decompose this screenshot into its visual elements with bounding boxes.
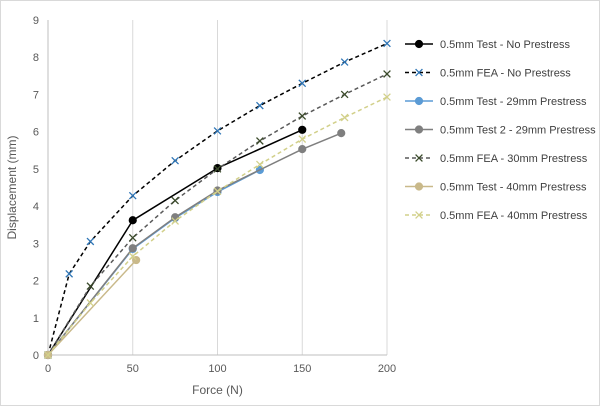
data-point	[256, 160, 264, 169]
legend-label: 0.5mm Test - No Prestress	[440, 39, 570, 51]
x-tick-labels: 0 50 100 150 200	[45, 363, 396, 375]
legend-label: 0.5mm Test - 40mm Prestress	[440, 182, 587, 194]
x-tick-label: 100	[208, 363, 226, 375]
data-point	[415, 211, 423, 219]
data-point	[298, 135, 307, 143]
legend-item: 0.5mm FEA - No Prestress	[405, 68, 571, 80]
data-point	[415, 68, 423, 77]
legend-label: 0.5mm FEA - No Prestress	[440, 68, 571, 80]
legend-item: 0.5mm FEA - 30mm Prestress	[405, 153, 588, 165]
y-tick-label: 6	[33, 127, 39, 139]
data-point	[414, 39, 424, 49]
data-point	[128, 233, 137, 242]
data-point	[65, 269, 74, 278]
legend-label: 0.5mm FEA - 40mm Prestress	[440, 210, 588, 222]
y-tick-label: 4	[33, 201, 39, 213]
data-point	[414, 182, 424, 191]
x-tick-label: 50	[127, 363, 139, 375]
data-point	[128, 252, 137, 261]
data-point	[171, 156, 179, 165]
data-point	[337, 129, 346, 138]
series-line	[47, 259, 137, 356]
data-point	[340, 58, 349, 66]
y-tick-labels: 0 1 2 3 4 5 6 7 8 9	[33, 15, 39, 362]
data-point	[213, 127, 222, 135]
data-point	[414, 96, 424, 106]
y-tick-label: 1	[33, 313, 39, 325]
data-point	[414, 125, 424, 134]
legend-item: 0.5mm Test - No Prestress	[405, 39, 570, 51]
data-point	[383, 39, 391, 48]
series-line	[47, 132, 342, 356]
data-point	[298, 112, 307, 120]
legend-item: 0.5mm Test 2 - 29mm Prestress	[405, 125, 596, 137]
data-point	[171, 217, 179, 225]
data-point	[128, 244, 137, 253]
data-point	[86, 282, 95, 290]
y-tick-label: 2	[33, 276, 39, 288]
legend-label: 0.5mm FEA - 30mm Prestress	[440, 153, 588, 165]
data-point	[256, 137, 264, 145]
data-point	[128, 216, 137, 225]
legend-item: 0.5mm FEA - 40mm Prestress	[405, 210, 588, 222]
series-5	[44, 70, 391, 359]
data-point	[298, 79, 307, 88]
x-tick-label: 0	[45, 363, 51, 375]
series-line	[47, 169, 261, 356]
series-6	[43, 255, 141, 360]
data-point	[256, 101, 264, 110]
data-point	[298, 125, 307, 134]
legend-item: 0.5mm Test - 29mm Prestress	[405, 96, 587, 108]
legend-item: 0.5mm Test - 40mm Prestress	[405, 182, 587, 194]
x-tick-label: 200	[378, 363, 396, 375]
data-point	[86, 237, 95, 246]
gridlines	[132, 20, 388, 355]
data-point	[340, 113, 349, 122]
y-tick-label: 0	[33, 350, 39, 362]
data-point	[415, 154, 423, 162]
data-point	[383, 93, 391, 101]
y-tick-label: 3	[33, 238, 39, 250]
data-point	[171, 213, 180, 222]
series-7	[44, 93, 391, 359]
data-point	[298, 145, 307, 154]
y-tick-label: 5	[33, 164, 39, 176]
data-point	[171, 196, 179, 205]
data-point	[213, 165, 222, 173]
legend-label: 0.5mm Test - 29mm Prestress	[440, 96, 587, 108]
axes	[47, 20, 387, 356]
x-axis-title: Force (N)	[192, 383, 243, 397]
data-point	[128, 191, 137, 200]
legend: 0.5mm Test - No Prestress 0.5mm FEA - No …	[405, 39, 596, 222]
data-point	[383, 70, 391, 78]
x-tick-label: 150	[293, 363, 311, 375]
data-point	[213, 187, 222, 196]
y-tick-label: 7	[33, 89, 39, 101]
y-axis-title: Displacement (mm)	[5, 135, 19, 239]
series-3	[43, 165, 264, 360]
legend-label: 0.5mm Test 2 - 29mm Prestress	[440, 125, 596, 137]
y-tick-label: 9	[33, 15, 39, 27]
y-tick-label: 8	[33, 52, 39, 64]
series-group	[43, 39, 391, 360]
series-2	[44, 39, 391, 359]
data-point	[44, 351, 52, 359]
data-point	[340, 90, 349, 99]
series-line	[47, 129, 303, 356]
data-point	[86, 299, 95, 307]
